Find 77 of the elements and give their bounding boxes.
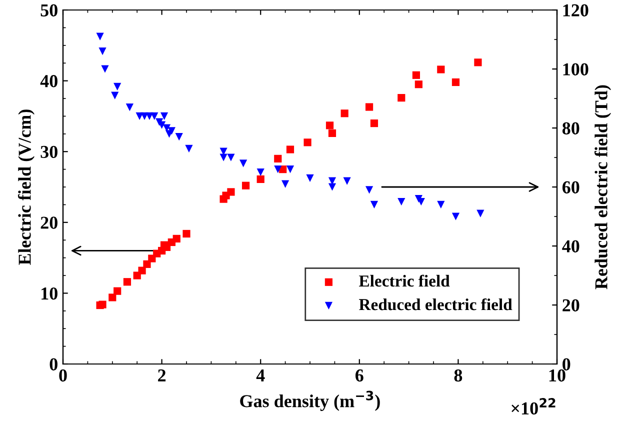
x-tick-label: 2 [158,369,166,382]
point [398,198,406,206]
point [114,82,122,91]
y2-tick-label: 40 [562,240,580,252]
point [256,168,264,176]
point [398,94,406,102]
legend-label: Reduced electric field [358,298,512,310]
point [370,200,378,209]
point [452,212,460,220]
point [452,78,460,86]
point [256,175,264,184]
x-tick-label: 0 [59,369,67,382]
point [111,92,119,100]
x-tick-label: 4 [256,370,265,382]
point [98,47,106,56]
point [227,188,235,196]
point [150,112,158,120]
y2-tick-label: 60 [562,181,580,194]
point [326,122,334,130]
point [172,234,180,242]
y-tick-label: 40 [40,75,58,88]
point [123,278,132,286]
point [182,230,190,238]
point [343,177,351,185]
x-axis-title: Gas density (m$^{−3}$) [240,390,380,411]
point [328,183,336,191]
point [101,65,109,73]
point [108,294,116,302]
point [96,32,104,40]
y-tick-label: 10 [42,287,58,300]
y-axis-title: Electric field (V/cm) [18,110,35,265]
point [286,165,294,174]
legend-label: Electric field [358,274,450,287]
point [370,119,378,128]
point [220,154,228,162]
point [476,210,484,218]
y2-axis-title: Reduced electric field (Td) [594,85,612,290]
point [286,146,294,154]
x-tick-label: 10 [549,369,566,382]
point [240,160,248,168]
point [306,174,314,182]
y2-tick-label: 80 [562,122,580,134]
point [138,266,146,274]
point [126,104,134,112]
point [175,133,183,141]
point [274,154,282,162]
point [160,112,168,120]
point [474,58,482,66]
point [365,186,374,194]
y2-tick-label: 100 [563,63,588,76]
point [412,71,420,79]
point [227,154,235,162]
x-tick-label: 6 [356,369,364,382]
point [281,180,290,188]
point [340,110,348,118]
y-tick-label: 20 [40,216,58,229]
point [414,80,422,88]
y-tick-label: 30 [40,146,58,158]
point [98,300,106,308]
x-tick-label: 8 [454,369,462,382]
point [437,66,445,74]
point [143,260,151,268]
point [274,165,282,174]
y2-tick-label: 20 [562,299,580,312]
point [242,182,250,190]
point [185,144,193,152]
y2-tick-label: 0 [562,358,570,370]
text: ×10$^{22}$ [512,398,556,415]
y-tick-label: 50 [40,4,58,16]
y2-tick-label: 120 [563,4,588,16]
point [365,103,374,111]
point [114,287,122,295]
point [437,200,445,209]
point [304,138,312,146]
point [328,129,336,137]
y-tick-label: 0 [50,358,58,370]
point [168,127,176,135]
